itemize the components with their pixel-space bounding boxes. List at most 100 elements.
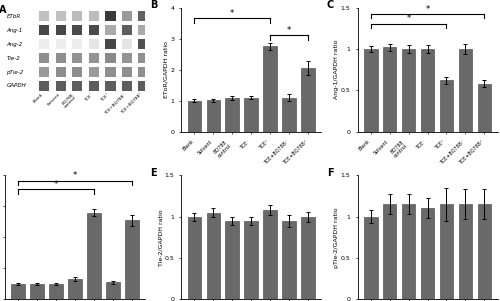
- Text: *: *: [54, 180, 58, 189]
- Bar: [39, 11, 50, 21]
- Bar: [138, 25, 148, 35]
- Bar: [30, 284, 44, 299]
- Bar: [264, 46, 277, 132]
- Bar: [420, 49, 434, 132]
- Bar: [122, 11, 132, 21]
- Bar: [72, 11, 83, 21]
- Text: E: E: [150, 168, 157, 178]
- Text: *: *: [426, 5, 430, 14]
- Text: TCE⁻: TCE⁻: [84, 92, 94, 102]
- Bar: [138, 53, 148, 63]
- Text: *: *: [230, 9, 234, 18]
- Text: Ang-1: Ang-1: [6, 28, 22, 33]
- Bar: [188, 101, 202, 132]
- Bar: [138, 11, 148, 21]
- Y-axis label: ETᴅR/GAPDH ratio: ETᴅR/GAPDH ratio: [164, 41, 169, 98]
- Text: ETbR: ETbR: [6, 14, 20, 19]
- Bar: [106, 67, 116, 77]
- Bar: [244, 98, 258, 132]
- Text: C: C: [326, 0, 334, 10]
- Text: *: *: [287, 26, 291, 35]
- Text: TCE⁺: TCE⁺: [100, 92, 110, 102]
- Y-axis label: Ang-1/GAPDH ratio: Ang-1/GAPDH ratio: [334, 40, 340, 99]
- Bar: [39, 81, 50, 91]
- Bar: [282, 221, 296, 299]
- Bar: [89, 25, 99, 35]
- Bar: [206, 213, 220, 299]
- Bar: [89, 11, 99, 21]
- Bar: [87, 213, 101, 299]
- Text: GAPDH: GAPDH: [6, 83, 26, 88]
- Bar: [106, 25, 116, 35]
- Bar: [89, 81, 99, 91]
- Bar: [56, 67, 66, 77]
- Bar: [68, 279, 82, 299]
- Bar: [458, 49, 472, 132]
- Bar: [226, 98, 239, 132]
- Bar: [138, 39, 148, 49]
- Bar: [89, 53, 99, 63]
- Bar: [122, 39, 132, 49]
- Bar: [72, 67, 83, 77]
- Bar: [478, 84, 491, 132]
- Bar: [49, 284, 63, 299]
- Text: Tie-2: Tie-2: [6, 56, 20, 61]
- Bar: [206, 100, 220, 132]
- Bar: [122, 81, 132, 91]
- Text: *: *: [406, 14, 410, 23]
- Bar: [301, 68, 315, 132]
- Bar: [39, 67, 50, 77]
- Bar: [39, 25, 50, 35]
- Bar: [56, 53, 66, 63]
- Bar: [56, 25, 66, 35]
- Bar: [122, 25, 132, 35]
- Bar: [72, 39, 83, 49]
- Text: Ang-2: Ang-2: [6, 42, 22, 47]
- Bar: [383, 204, 396, 299]
- Y-axis label: pTie-2/GAPDH ratio: pTie-2/GAPDH ratio: [334, 207, 340, 268]
- Bar: [226, 221, 239, 299]
- Bar: [56, 11, 66, 21]
- Bar: [301, 217, 315, 299]
- Bar: [125, 220, 138, 299]
- Bar: [39, 53, 50, 63]
- Text: TCE+BQ788⁻: TCE+BQ788⁻: [104, 92, 127, 115]
- Bar: [478, 204, 491, 299]
- Bar: [72, 25, 83, 35]
- Text: Blank: Blank: [33, 92, 44, 104]
- Bar: [122, 53, 132, 63]
- Bar: [244, 221, 258, 299]
- Bar: [89, 67, 99, 77]
- Bar: [56, 81, 66, 91]
- Bar: [72, 81, 83, 91]
- Text: TCE+BQ788⁺: TCE+BQ788⁺: [120, 92, 144, 115]
- Bar: [56, 39, 66, 49]
- Bar: [106, 39, 116, 49]
- Bar: [138, 67, 148, 77]
- Bar: [106, 81, 116, 91]
- Bar: [106, 53, 116, 63]
- Bar: [383, 47, 396, 132]
- Bar: [458, 204, 472, 299]
- Bar: [106, 11, 116, 21]
- Bar: [282, 98, 296, 132]
- Bar: [402, 204, 415, 299]
- Bar: [106, 282, 120, 299]
- Text: A: A: [0, 5, 7, 15]
- Bar: [188, 217, 202, 299]
- Bar: [420, 208, 434, 299]
- Bar: [364, 217, 378, 299]
- Text: B: B: [150, 0, 158, 10]
- Text: Solvent: Solvent: [46, 92, 61, 107]
- Bar: [122, 67, 132, 77]
- Bar: [440, 204, 454, 299]
- Bar: [138, 81, 148, 91]
- Bar: [39, 39, 50, 49]
- Text: pTie-2: pTie-2: [6, 70, 24, 75]
- Bar: [402, 49, 415, 132]
- Text: BQ788
control: BQ788 control: [60, 92, 78, 109]
- Bar: [72, 53, 83, 63]
- Bar: [89, 39, 99, 49]
- Bar: [440, 80, 454, 132]
- Bar: [12, 284, 25, 299]
